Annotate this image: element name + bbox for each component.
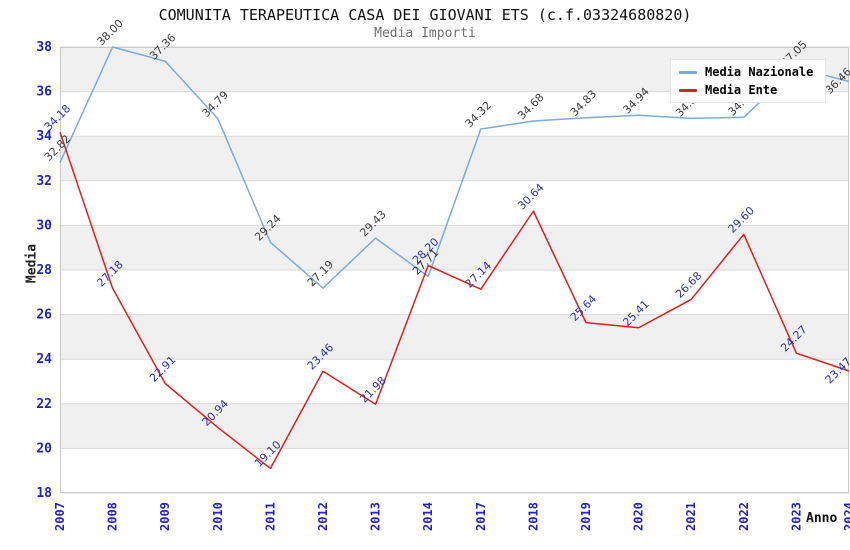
x-tick-label: 2007	[53, 502, 67, 531]
series-line-media-nazionale	[59, 46, 850, 289]
series-line-media-ente	[59, 131, 850, 470]
y-tick-label: 32	[36, 174, 52, 189]
x-tick-label: 2009	[158, 502, 172, 531]
y-tick-label: 26	[36, 308, 52, 323]
chart-title: COMUNITA TERAPEUTICA CASA DEI GIOVANI ET…	[158, 6, 692, 24]
x-tick-label: 2018	[526, 502, 540, 531]
legend-line-swatch-icon	[679, 88, 697, 92]
legend-item-label: Media Ente	[705, 83, 778, 97]
background-band	[60, 314, 849, 360]
x-tick-label: 2012	[316, 502, 330, 531]
y-tick-label: 24	[36, 352, 52, 367]
chart-subtitle: Media Importi	[374, 26, 476, 41]
y-tick-label: 34	[36, 129, 52, 144]
x-axis-title: Anno	[806, 511, 838, 526]
plot-border	[60, 47, 849, 493]
data-point-label: 34.32	[463, 99, 494, 130]
x-tick-label: 2021	[684, 502, 698, 531]
x-tick-label: 2024	[842, 502, 850, 531]
x-tick-label: 2010	[211, 502, 225, 531]
data-point-label: 21.98	[357, 374, 388, 405]
background-band	[60, 225, 849, 270]
legend-line-swatch-icon	[679, 70, 697, 74]
y-tick-label: 38	[36, 40, 52, 55]
legend-item-media-nazionale[interactable]: Media Nazionale	[679, 65, 813, 79]
y-tick-label: 22	[36, 397, 52, 412]
data-point-label: 30.64	[515, 181, 546, 212]
y-tick-label: 30	[36, 218, 52, 233]
legend-item-label: Media Nazionale	[705, 65, 814, 79]
background-band	[60, 136, 849, 181]
y-tick-label: 36	[36, 85, 52, 100]
data-point-label: 34.83	[568, 87, 599, 118]
x-tick-label: 2008	[106, 502, 120, 531]
x-tick-label: 2014	[421, 502, 435, 531]
y-tick-label: 18	[36, 486, 52, 501]
x-tick-label: 2022	[737, 502, 751, 531]
legend: Media Nazionale Media Ente	[670, 59, 827, 103]
background-band	[60, 403, 849, 449]
legend-item-media-ente[interactable]: Media Ente	[679, 83, 813, 97]
y-tick-label: 20	[36, 441, 52, 456]
x-tick-label: 2020	[632, 502, 646, 531]
x-tick-label: 2013	[369, 502, 383, 531]
data-point-label: 34.68	[515, 91, 546, 122]
x-tick-label: 2023	[789, 502, 803, 531]
x-tick-label: 2017	[474, 502, 488, 531]
data-point-label: 26.68	[673, 269, 704, 300]
y-tick-label: 28	[36, 263, 52, 278]
x-tick-label: 2019	[579, 502, 593, 531]
x-tick-label: 2011	[263, 502, 277, 531]
